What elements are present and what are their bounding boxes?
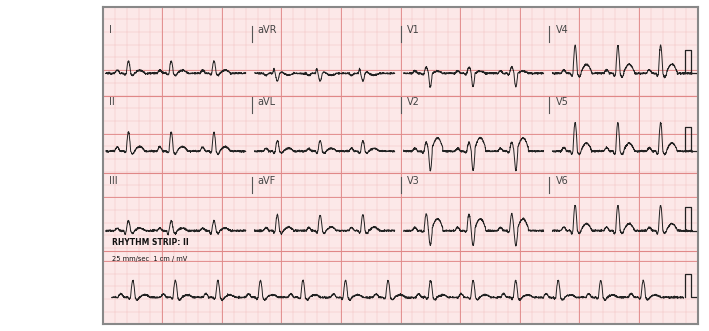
Text: III: III [108,176,118,186]
Text: V6: V6 [555,176,568,186]
Text: II: II [108,97,115,107]
Text: V1: V1 [406,25,419,35]
Text: RHYTHM STRIP: II: RHYTHM STRIP: II [112,238,189,247]
Text: 25 mm/sec  1 cm / mV: 25 mm/sec 1 cm / mV [112,257,187,262]
Text: V4: V4 [555,25,568,35]
Text: V3: V3 [406,176,419,186]
Text: I: I [108,25,111,35]
Text: aVL: aVL [257,97,276,107]
Text: V2: V2 [406,97,420,107]
Text: aVR: aVR [257,25,277,35]
Text: aVF: aVF [257,176,276,186]
Text: V5: V5 [555,97,569,107]
